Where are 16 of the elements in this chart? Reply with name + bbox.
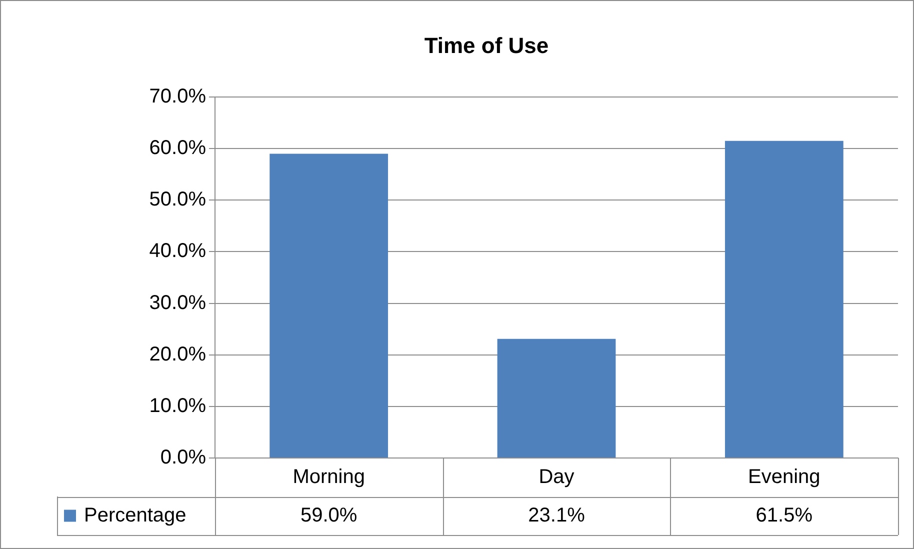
y-tick-label: 40.0% <box>149 240 206 262</box>
chart-title: Time of Use <box>424 33 549 58</box>
y-tick-label: 60.0% <box>149 137 206 160</box>
y-tick-label: 70.0% <box>149 86 206 108</box>
text: 23.1% <box>528 504 585 526</box>
x-tick-label: Evening <box>748 466 820 488</box>
legend-label: Percentage <box>84 504 186 526</box>
x-tick-label: Morning <box>292 466 365 488</box>
y-tick-label: 50.0% <box>149 188 206 211</box>
x-tick-label: Day <box>538 466 574 488</box>
text: 59.0% <box>300 504 358 526</box>
y-tick-label: 10.0% <box>149 394 206 417</box>
text: 61.5% <box>756 504 813 526</box>
y-tick-label: 0.0% <box>160 446 206 469</box>
y-tick-label: 30.0% <box>149 292 206 314</box>
y-tick-label: 20.0% <box>149 343 206 366</box>
